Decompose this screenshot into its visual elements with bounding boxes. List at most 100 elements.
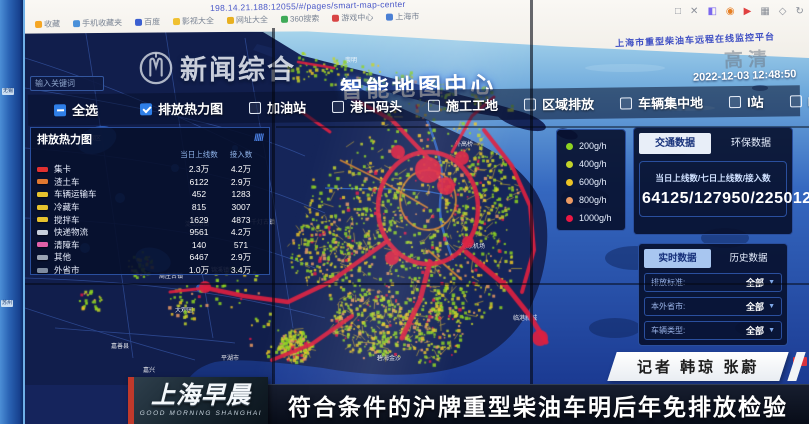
checkbox-select-all[interactable] <box>53 103 67 116</box>
bookmark-item[interactable]: 网址大全 <box>226 14 268 26</box>
filter-m-station[interactable]: M站 <box>789 91 809 111</box>
svg-text:浦东机场: 浦东机场 <box>461 242 485 250</box>
map-label: 无锡 <box>2 88 15 95</box>
truck-icon <box>37 267 48 273</box>
tab-traffic-data[interactable]: 交通数据 <box>639 133 711 154</box>
diamond-icon[interactable]: ◇ <box>778 6 787 17</box>
svg-text:大观园: 大观园 <box>175 306 193 314</box>
chevron-down-icon: ▼ <box>768 303 775 310</box>
refresh-icon[interactable]: ↻ <box>795 6 804 17</box>
legend-dot-400 <box>566 160 573 168</box>
close-icon[interactable]: ✕ <box>690 6 699 17</box>
truck-icon <box>37 179 48 185</box>
truck-icon <box>37 166 48 172</box>
truck-icon <box>37 204 48 210</box>
bookmark-item[interactable]: 手机收藏夹 <box>72 17 122 29</box>
site-icon <box>332 14 340 22</box>
table-row[interactable]: 渣土车 6122 2.9万 <box>37 176 263 189</box>
metric-value: 64125/127950/225012 <box>642 190 809 207</box>
realtime-data-panel: 实时数据 历史数据 排放标准: 全部 ▼ 本外省市: 全部 ▼ 车辆类型: 全部 ▼ <box>638 243 788 346</box>
tab-realtime-data[interactable]: 实时数据 <box>644 249 711 268</box>
table-header: 当日上线数 接入数 <box>180 149 253 159</box>
legend-dot-200 <box>566 142 573 150</box>
extension-icon[interactable]: ◧ <box>707 6 717 17</box>
checkbox-construction-site[interactable] <box>427 99 441 112</box>
legend-item: 400g/h <box>566 155 625 173</box>
map-label: 苏州 <box>1 300 14 307</box>
checkbox-area-emission[interactable] <box>523 98 537 111</box>
site-icon <box>280 15 289 23</box>
truck-icon <box>37 217 48 223</box>
headline-text: 符合条件的沪牌重型柴油车明后年免排放检验 <box>288 393 788 420</box>
filter-vehicle-cluster[interactable]: 车辆集中地 <box>620 92 703 112</box>
emission-standard-select[interactable]: 排放标准: 全部 ▼ <box>644 273 782 292</box>
truck-icon <box>37 191 48 197</box>
legend-item: 800g/h <box>566 191 625 209</box>
site-icon <box>226 16 235 25</box>
legend-item: 1000g/h <box>566 209 625 227</box>
svg-text:平湖市: 平湖市 <box>221 354 239 362</box>
bookmark-item[interactable]: 360搜索 <box>280 13 320 25</box>
filter-i-station[interactable]: I站 <box>729 92 764 111</box>
bookmark-item[interactable]: 游戏中心 <box>332 12 373 24</box>
table-row[interactable]: 清障车 140 571 <box>37 239 263 252</box>
vehicle-type-select[interactable]: 车辆类型: 全部 ▼ <box>644 321 782 340</box>
browser-toolbar: □ ✕ ◧ ◉ ▶ ▦ ◇ ↻ ≡ <box>675 7 809 17</box>
table-row[interactable]: 快递物流 9561 4.2万 <box>37 226 263 239</box>
flag-icon[interactable]: ▶ <box>743 6 752 17</box>
legend-item: 600g/h <box>566 173 625 191</box>
truck-icon <box>37 229 48 235</box>
panel-decoration: ///// <box>254 133 264 144</box>
province-select[interactable]: 本外省市: 全部 ▼ <box>644 297 782 316</box>
tab-environment-data[interactable]: 环保数据 <box>731 138 771 149</box>
bookmark-item[interactable]: 上海市 <box>386 11 419 23</box>
site-icon <box>386 13 394 21</box>
bookmark-item[interactable]: 影视大全 <box>172 15 214 27</box>
truck-icon <box>37 242 48 248</box>
emission-heatmap-panel: 排放热力图 ///// 当日上线数 接入数 集卡 2.3万 4.2万 渣土车 6122 2… <box>30 127 270 275</box>
svg-text:碧海金沙: 碧海金沙 <box>377 354 401 362</box>
bookmark-item[interactable]: 收藏 <box>34 19 60 31</box>
checkbox-vehicle-cluster[interactable] <box>620 96 633 109</box>
heatmap-legend: 200g/h 400g/h 600g/h 800g/h 1000g/h <box>556 129 626 231</box>
table-row[interactable]: 搅拌车 1629 4873 <box>37 213 263 226</box>
legend-dot-800 <box>566 196 573 204</box>
reporter-credit-badge: 记者 韩琼 张蔚 <box>607 352 789 381</box>
filter-emission-heatmap[interactable]: 排放热力图 <box>139 98 223 118</box>
tab-history-data[interactable]: 历史数据 <box>729 253 768 264</box>
table-row[interactable]: 车辆运输车 452 1283 <box>37 188 263 201</box>
site-icon <box>134 18 143 26</box>
reporter-credit-text: 记者 韩琼 张蔚 <box>636 359 760 376</box>
panel-title: 排放热力图 <box>37 133 92 146</box>
truck-icon <box>37 254 48 260</box>
map-search-input[interactable]: 输入关键词 <box>30 76 104 91</box>
adjacent-screen-edge: 无锡 苏州 <box>0 0 25 424</box>
svg-text:崇明: 崇明 <box>345 57 357 64</box>
shield-icon[interactable]: ◉ <box>725 6 735 17</box>
program-logo-cn: 上海早晨 <box>151 382 251 409</box>
traffic-data-panel: 交通数据 环保数据 当日上线数/七日上线数/接入数 64125/127950/2… <box>633 127 809 235</box>
star-icon <box>34 20 43 29</box>
legend-dot-600 <box>566 178 573 186</box>
checkbox-i-station[interactable] <box>729 95 742 108</box>
svg-text:临港新城: 临港新城 <box>513 314 537 322</box>
checkbox-m-station[interactable] <box>789 94 802 107</box>
filter-area-emission[interactable]: 区域排放 <box>523 94 594 114</box>
table-row[interactable]: 其他 6467 2.9万 <box>37 251 263 264</box>
checkbox-emission-heatmap[interactable] <box>139 102 153 115</box>
table-row[interactable]: 集卡 2.3万 4.2万 <box>37 163 263 176</box>
bookmark-item[interactable]: 百度 <box>134 16 160 28</box>
table-row[interactable]: 冷藏车 815 3007 <box>37 201 263 214</box>
window-icon[interactable]: □ <box>675 6 682 17</box>
filter-construction-site[interactable]: 施工工地 <box>427 95 498 115</box>
filter-port-dock[interactable]: 港口码头 <box>331 96 402 116</box>
filter-select-all[interactable]: 全选 <box>53 100 98 120</box>
checkbox-gas-station[interactable] <box>248 101 262 114</box>
table-row[interactable]: 外省市 1.0万 3.4万 <box>37 264 263 277</box>
legend-item: 200g/h <box>566 137 625 155</box>
apps-grid-icon[interactable]: ▦ <box>760 6 770 17</box>
checkbox-port-dock[interactable] <box>331 100 345 113</box>
chevron-down-icon: ▼ <box>768 279 775 286</box>
filter-gas-station[interactable]: 加油站 <box>248 97 306 117</box>
